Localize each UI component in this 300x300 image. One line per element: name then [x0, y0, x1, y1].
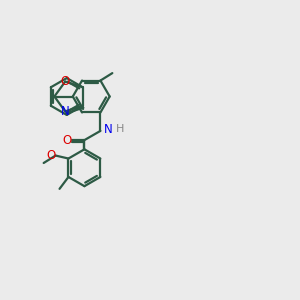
Text: O: O — [46, 149, 56, 162]
Text: N: N — [61, 105, 70, 118]
Text: N: N — [104, 123, 113, 136]
Text: O: O — [61, 75, 70, 88]
Text: H: H — [116, 124, 124, 134]
Text: O: O — [62, 134, 72, 147]
